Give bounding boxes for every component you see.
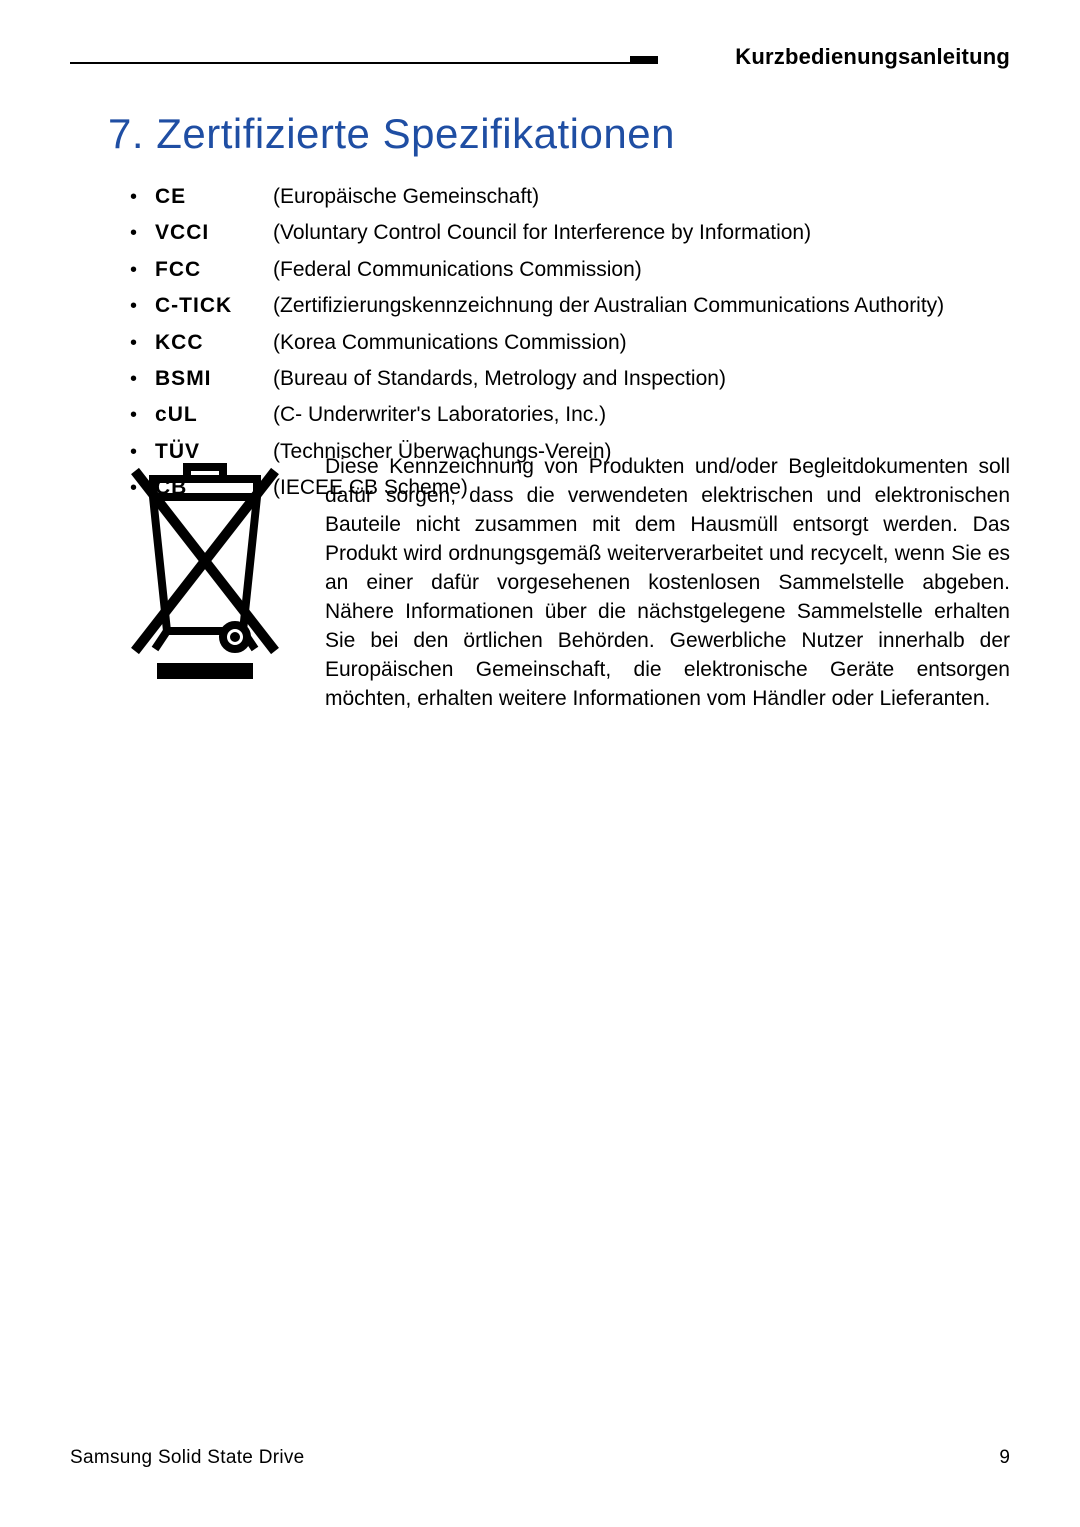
cert-item: CE (Europäische Gemeinschaft)	[130, 182, 944, 211]
weee-block: Diese Kennzeichnung von Produkten und/od…	[125, 453, 1010, 714]
cert-desc: (Korea Communications Commission)	[273, 328, 627, 357]
weee-icon	[125, 461, 285, 686]
cert-item: BSMI (Bureau of Standards, Metrology and…	[130, 364, 944, 393]
cert-item: FCC (Federal Communications Commission)	[130, 255, 944, 284]
cert-abbr: C-TICK	[155, 291, 273, 320]
cert-desc: (Federal Communications Commission)	[273, 255, 642, 284]
header-rule	[70, 62, 658, 64]
cert-item: VCCI (Voluntary Control Council for Inte…	[130, 218, 944, 247]
cert-abbr: BSMI	[155, 364, 273, 393]
cert-abbr: VCCI	[155, 218, 273, 247]
footer-product: Samsung Solid State Drive	[70, 1447, 305, 1469]
cert-abbr: cUL	[155, 400, 273, 429]
cert-desc: (Voluntary Control Council for Interfere…	[273, 218, 811, 247]
cert-desc: (C- Underwriter's Laboratories, Inc.)	[273, 400, 606, 429]
cert-desc: (Europäische Gemeinschaft)	[273, 182, 539, 211]
cert-item: cUL (C- Underwriter's Laboratories, Inc.…	[130, 400, 944, 429]
cert-abbr: CE	[155, 182, 273, 211]
header-rule-thick	[630, 56, 658, 63]
cert-item: C-TICK (Zertifizierungskennzeichnung der…	[130, 291, 944, 320]
header-label: Kurzbedienungsanleitung	[735, 44, 1010, 70]
cert-desc: (Zertifizierungskennzeichnung der Austra…	[273, 291, 944, 320]
weee-text: Diese Kennzeichnung von Produkten und/od…	[325, 453, 1010, 714]
section-title: 7. Zertifizierte Spezifikationen	[108, 110, 675, 158]
cert-abbr: KCC	[155, 328, 273, 357]
page-number: 9	[999, 1447, 1010, 1469]
cert-desc: (Bureau of Standards, Metrology and Insp…	[273, 364, 726, 393]
footer: Samsung Solid State Drive 9	[70, 1447, 1010, 1469]
cert-abbr: FCC	[155, 255, 273, 284]
cert-item: KCC (Korea Communications Commission)	[130, 328, 944, 357]
